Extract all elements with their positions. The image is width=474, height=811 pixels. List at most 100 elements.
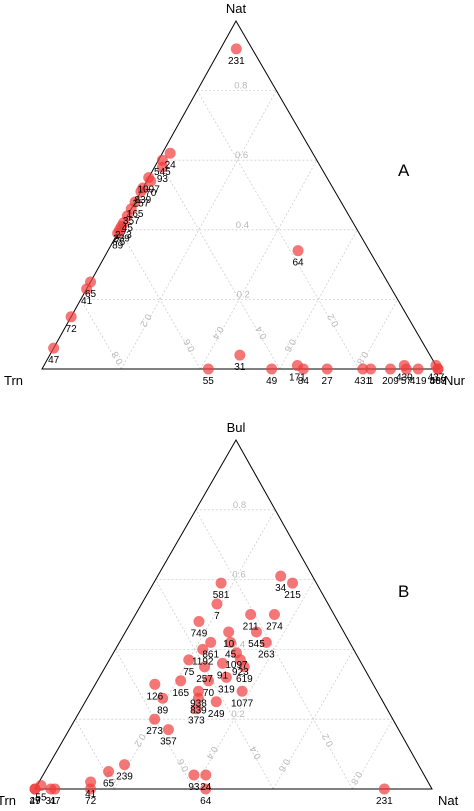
- data-point-label: 72: [85, 796, 97, 807]
- data-point-label: 24: [200, 782, 212, 793]
- vertex-label-right-b: Nat: [438, 793, 459, 808]
- grid-tick-label-top-a: 0.4: [236, 220, 249, 231]
- data-point: [210, 696, 222, 708]
- vertex-label-left-b: Trn: [0, 793, 16, 808]
- grid-line-left-b: [155, 579, 274, 790]
- data-point: [112, 227, 124, 239]
- data-point-label: 938: [190, 698, 207, 709]
- data-point-label: 211: [243, 622, 259, 633]
- data-point-label: 41: [81, 296, 93, 307]
- data-point-label: 319: [218, 684, 235, 695]
- grid-line-left-b: [74, 719, 115, 790]
- grid-tick-label-left-a: 0.8: [110, 349, 126, 366]
- data-point: [193, 615, 205, 627]
- grid-line-left-a: [196, 90, 360, 370]
- data-point-label: 839: [190, 705, 207, 716]
- grid-tick-label-left-b: 0.4: [248, 744, 264, 761]
- data-point-label: 70: [203, 688, 215, 699]
- grid-tick-label-right-b: 0.4: [204, 744, 220, 761]
- data-point-label: 89: [157, 705, 169, 716]
- data-point-label: 64: [292, 258, 304, 269]
- data-point: [103, 766, 115, 778]
- data-point: [365, 363, 377, 375]
- data-point: [183, 654, 195, 666]
- grid-tick-label-top-a: 0.6: [235, 150, 248, 161]
- grid-tick-label-right-a: 0.6: [282, 337, 298, 354]
- data-point: [216, 657, 228, 669]
- grid-tick-label-left-a: 0.6: [182, 337, 198, 354]
- grid-tick-label-right-b: 0.8: [348, 769, 364, 786]
- grid-tick-label-top-b: 0.2: [231, 709, 244, 720]
- data-point: [384, 363, 396, 375]
- grid-labels-a: 0.20.2 0.20.40.4 0.40.60.60.60.80.80.8: [110, 81, 370, 367]
- data-point-label: 249: [208, 709, 225, 720]
- data-point: [215, 577, 227, 589]
- grid-tick-label-left-a: 0.4: [254, 324, 270, 341]
- data-point-label: 263: [258, 649, 275, 660]
- data-point-label: 65: [103, 779, 115, 790]
- data-points-a: 2312454593109770839257165357452732397589…: [48, 43, 447, 387]
- data-point-label: 581: [213, 590, 230, 601]
- data-point-label: 231: [376, 796, 393, 807]
- data-point-label: 126: [147, 691, 164, 702]
- data-point: [275, 570, 287, 582]
- grid-line-right-b: [193, 579, 315, 790]
- data-point: [412, 363, 424, 375]
- grid-tick-label-top-b: 0.4: [232, 639, 245, 650]
- data-point: [378, 783, 390, 795]
- data-point-label: 861: [202, 649, 219, 660]
- grid-tick-label-top-b: 0.6: [232, 570, 245, 581]
- data-point: [188, 769, 200, 781]
- data-point: [156, 161, 168, 173]
- data-point-label: 91: [217, 670, 229, 681]
- data-point-label: 84: [298, 376, 310, 387]
- data-point: [199, 661, 211, 673]
- data-point: [234, 349, 246, 361]
- vertex-label-top-b: Bul: [227, 420, 246, 435]
- grid-line-right-a: [120, 90, 277, 370]
- grid-line-right-b: [352, 719, 394, 790]
- data-point-label: 1097: [138, 185, 161, 196]
- data-point: [238, 661, 250, 673]
- data-point-label: 165: [172, 688, 189, 699]
- data-point-label: 430: [396, 373, 413, 384]
- data-point-label: 75: [114, 237, 126, 248]
- data-point: [250, 626, 262, 638]
- data-point: [211, 598, 223, 610]
- grid-tick-label-top-a: 0.2: [237, 289, 250, 300]
- data-point: [202, 675, 214, 687]
- data-point-label: 34: [275, 583, 287, 594]
- data-point: [192, 692, 204, 704]
- grid-tick-label-right-b: 0.6: [276, 757, 292, 774]
- data-point: [157, 692, 169, 704]
- data-point-label: 70: [145, 188, 157, 199]
- vertex-label-top-a: Nat: [226, 1, 247, 16]
- data-point-label: 7: [214, 611, 220, 622]
- data-point-label: 49: [266, 376, 278, 387]
- ternary-panel-b: 0.20.2 0.20.40.4 0.40.60.60.60.80.80.8 Bul…: [0, 420, 459, 808]
- data-point: [205, 636, 217, 648]
- grid-tick-label-top-b: 0.8: [233, 500, 246, 511]
- data-point-label: 257: [196, 674, 213, 685]
- data-point: [292, 245, 304, 257]
- data-point: [65, 311, 77, 323]
- data-point-label: 1192: [192, 656, 214, 667]
- data-point-label: 1: [368, 376, 374, 387]
- data-point-label: 47: [48, 355, 60, 366]
- data-point: [321, 363, 333, 375]
- data-point-label: 357: [123, 216, 140, 227]
- data-point: [220, 671, 232, 683]
- vertex-label-left-a: Trn: [4, 373, 23, 388]
- data-point: [149, 678, 161, 690]
- grid-line-left-a: [80, 299, 122, 370]
- grid-tick-label-top-a: 0.8: [234, 81, 247, 92]
- data-point-label: 57: [401, 376, 413, 387]
- data-point-label: 209: [382, 376, 399, 387]
- data-point-label: 93: [188, 782, 200, 793]
- data-point-label: 10: [223, 639, 235, 650]
- data-point-label: 419: [410, 376, 427, 387]
- panel-label-b: B: [398, 582, 409, 601]
- panel-label-a: A: [398, 161, 410, 180]
